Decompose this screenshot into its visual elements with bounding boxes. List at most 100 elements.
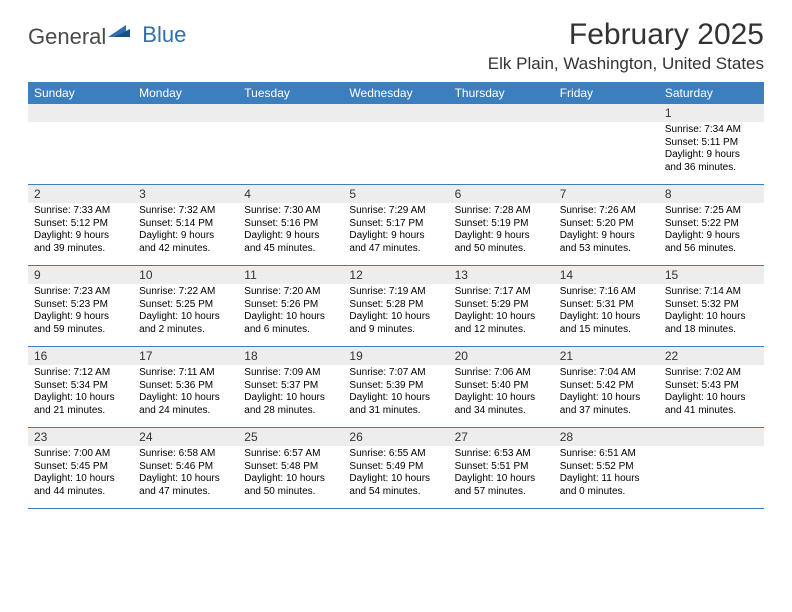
day-number: 4 (238, 185, 343, 203)
calendar-week: 16Sunrise: 7:12 AMSunset: 5:34 PMDayligh… (28, 347, 764, 428)
calendar-cell: 9Sunrise: 7:23 AMSunset: 5:23 PMDaylight… (28, 266, 133, 346)
day-number (449, 104, 554, 122)
day-number (343, 104, 448, 122)
weekday-sunday: Sunday (28, 82, 133, 104)
day-number: 14 (554, 266, 659, 284)
day-number: 3 (133, 185, 238, 203)
calendar-cell (343, 104, 448, 184)
day-details: Sunrise: 7:20 AMSunset: 5:26 PMDaylight:… (238, 284, 343, 340)
calendar-cell: 23Sunrise: 7:00 AMSunset: 5:45 PMDayligh… (28, 428, 133, 508)
day-details: Sunrise: 7:17 AMSunset: 5:29 PMDaylight:… (449, 284, 554, 340)
day-details: Sunrise: 7:04 AMSunset: 5:42 PMDaylight:… (554, 365, 659, 421)
day-number (238, 104, 343, 122)
day-details: Sunrise: 7:25 AMSunset: 5:22 PMDaylight:… (659, 203, 764, 259)
day-number (659, 428, 764, 446)
day-details: Sunrise: 7:33 AMSunset: 5:12 PMDaylight:… (28, 203, 133, 259)
day-number: 24 (133, 428, 238, 446)
calendar-cell: 3Sunrise: 7:32 AMSunset: 5:14 PMDaylight… (133, 185, 238, 265)
logo: General Blue (28, 24, 186, 50)
title-block: February 2025 Elk Plain, Washington, Uni… (488, 18, 764, 74)
logo-word-general: General (28, 24, 106, 50)
day-number: 27 (449, 428, 554, 446)
calendar-cell: 6Sunrise: 7:28 AMSunset: 5:19 PMDaylight… (449, 185, 554, 265)
day-number: 28 (554, 428, 659, 446)
day-number: 17 (133, 347, 238, 365)
day-details: Sunrise: 6:55 AMSunset: 5:49 PMDaylight:… (343, 446, 448, 502)
day-number: 5 (343, 185, 448, 203)
weekday-thursday: Thursday (449, 82, 554, 104)
day-details: Sunrise: 7:14 AMSunset: 5:32 PMDaylight:… (659, 284, 764, 340)
day-details: Sunrise: 7:07 AMSunset: 5:39 PMDaylight:… (343, 365, 448, 421)
weekday-friday: Friday (554, 82, 659, 104)
day-details: Sunrise: 7:26 AMSunset: 5:20 PMDaylight:… (554, 203, 659, 259)
calendar-week: 2Sunrise: 7:33 AMSunset: 5:12 PMDaylight… (28, 185, 764, 266)
day-number: 18 (238, 347, 343, 365)
calendar-cell: 19Sunrise: 7:07 AMSunset: 5:39 PMDayligh… (343, 347, 448, 427)
calendar-week: 1Sunrise: 7:34 AMSunset: 5:11 PMDaylight… (28, 104, 764, 185)
day-number: 11 (238, 266, 343, 284)
day-details: Sunrise: 7:22 AMSunset: 5:25 PMDaylight:… (133, 284, 238, 340)
calendar-cell: 4Sunrise: 7:30 AMSunset: 5:16 PMDaylight… (238, 185, 343, 265)
calendar-cell: 20Sunrise: 7:06 AMSunset: 5:40 PMDayligh… (449, 347, 554, 427)
weekday-saturday: Saturday (659, 82, 764, 104)
day-details: Sunrise: 7:11 AMSunset: 5:36 PMDaylight:… (133, 365, 238, 421)
day-details: Sunrise: 7:06 AMSunset: 5:40 PMDaylight:… (449, 365, 554, 421)
logo-word-blue: Blue (142, 22, 186, 48)
day-number: 15 (659, 266, 764, 284)
calendar-cell: 11Sunrise: 7:20 AMSunset: 5:26 PMDayligh… (238, 266, 343, 346)
day-details: Sunrise: 7:23 AMSunset: 5:23 PMDaylight:… (28, 284, 133, 340)
calendar-cell: 14Sunrise: 7:16 AMSunset: 5:31 PMDayligh… (554, 266, 659, 346)
day-number: 21 (554, 347, 659, 365)
day-number: 16 (28, 347, 133, 365)
calendar-cell (28, 104, 133, 184)
calendar-week: 23Sunrise: 7:00 AMSunset: 5:45 PMDayligh… (28, 428, 764, 509)
day-number: 8 (659, 185, 764, 203)
weekday-header: Sunday Monday Tuesday Wednesday Thursday… (28, 82, 764, 104)
calendar-cell: 5Sunrise: 7:29 AMSunset: 5:17 PMDaylight… (343, 185, 448, 265)
calendar-cell: 2Sunrise: 7:33 AMSunset: 5:12 PMDaylight… (28, 185, 133, 265)
day-details: Sunrise: 6:57 AMSunset: 5:48 PMDaylight:… (238, 446, 343, 502)
calendar-cell: 8Sunrise: 7:25 AMSunset: 5:22 PMDaylight… (659, 185, 764, 265)
day-details: Sunrise: 7:28 AMSunset: 5:19 PMDaylight:… (449, 203, 554, 259)
calendar-cell: 25Sunrise: 6:57 AMSunset: 5:48 PMDayligh… (238, 428, 343, 508)
calendar-cell (449, 104, 554, 184)
day-number: 26 (343, 428, 448, 446)
day-details: Sunrise: 6:58 AMSunset: 5:46 PMDaylight:… (133, 446, 238, 502)
calendar-cell: 17Sunrise: 7:11 AMSunset: 5:36 PMDayligh… (133, 347, 238, 427)
day-details: Sunrise: 7:16 AMSunset: 5:31 PMDaylight:… (554, 284, 659, 340)
calendar-cell: 16Sunrise: 7:12 AMSunset: 5:34 PMDayligh… (28, 347, 133, 427)
day-details: Sunrise: 7:32 AMSunset: 5:14 PMDaylight:… (133, 203, 238, 259)
day-number: 13 (449, 266, 554, 284)
calendar-cell: 10Sunrise: 7:22 AMSunset: 5:25 PMDayligh… (133, 266, 238, 346)
day-number: 19 (343, 347, 448, 365)
weekday-monday: Monday (133, 82, 238, 104)
calendar-cell (659, 428, 764, 508)
day-details: Sunrise: 6:53 AMSunset: 5:51 PMDaylight:… (449, 446, 554, 502)
calendar-cell: 13Sunrise: 7:17 AMSunset: 5:29 PMDayligh… (449, 266, 554, 346)
day-details: Sunrise: 7:34 AMSunset: 5:11 PMDaylight:… (659, 122, 764, 178)
day-number (133, 104, 238, 122)
calendar-cell: 7Sunrise: 7:26 AMSunset: 5:20 PMDaylight… (554, 185, 659, 265)
calendar-cell: 15Sunrise: 7:14 AMSunset: 5:32 PMDayligh… (659, 266, 764, 346)
day-number: 23 (28, 428, 133, 446)
calendar-cell: 28Sunrise: 6:51 AMSunset: 5:52 PMDayligh… (554, 428, 659, 508)
calendar-cell (238, 104, 343, 184)
calendar-body: 1Sunrise: 7:34 AMSunset: 5:11 PMDaylight… (28, 104, 764, 509)
location: Elk Plain, Washington, United States (488, 54, 764, 74)
calendar-cell: 22Sunrise: 7:02 AMSunset: 5:43 PMDayligh… (659, 347, 764, 427)
day-number: 10 (133, 266, 238, 284)
day-number: 25 (238, 428, 343, 446)
calendar-cell: 26Sunrise: 6:55 AMSunset: 5:49 PMDayligh… (343, 428, 448, 508)
calendar-cell: 1Sunrise: 7:34 AMSunset: 5:11 PMDaylight… (659, 104, 764, 184)
day-number: 20 (449, 347, 554, 365)
day-details: Sunrise: 7:29 AMSunset: 5:17 PMDaylight:… (343, 203, 448, 259)
day-number: 12 (343, 266, 448, 284)
logo-flag-icon (108, 21, 130, 47)
day-number: 6 (449, 185, 554, 203)
day-details: Sunrise: 7:12 AMSunset: 5:34 PMDaylight:… (28, 365, 133, 421)
day-number: 9 (28, 266, 133, 284)
calendar-cell: 21Sunrise: 7:04 AMSunset: 5:42 PMDayligh… (554, 347, 659, 427)
weekday-tuesday: Tuesday (238, 82, 343, 104)
day-number: 22 (659, 347, 764, 365)
day-details: Sunrise: 7:00 AMSunset: 5:45 PMDaylight:… (28, 446, 133, 502)
